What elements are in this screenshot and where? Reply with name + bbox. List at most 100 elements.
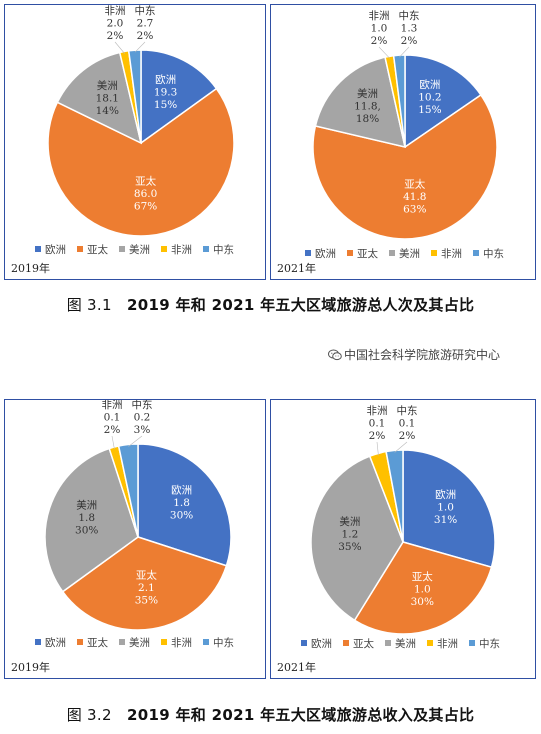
pie-chart-3: 欧洲1.830%亚太2.135%美洲1.830%非洲0.12%中东0.23%欧洲… (35, 400, 234, 649)
slice-percent-label: 63% (403, 203, 426, 215)
legend-label-非洲: 非洲 (171, 244, 192, 256)
caption-text: 2019 年和 2021 年五大区域旅游总人次及其占比 (127, 296, 475, 314)
slice-category-label: 美洲 (357, 87, 378, 100)
leader-line (111, 435, 115, 450)
legend-swatch-非洲 (161, 639, 167, 645)
pie-slices (44, 443, 232, 631)
slice-percent-label: 15% (418, 104, 441, 116)
legend: 欧洲 亚太 美洲 非洲 中东 (305, 247, 504, 260)
slice-category-label: 欧洲 (155, 74, 176, 86)
slice-percent-label: 3% (134, 424, 151, 436)
leader-line (378, 46, 390, 59)
slice-value-label: 41.8 (403, 191, 426, 203)
slice-percent-label: 2% (401, 35, 418, 47)
slice-percent-label: 2% (399, 430, 416, 442)
legend-label-亚太: 亚太 (353, 637, 374, 650)
slice-category-label: 中东 (397, 404, 418, 417)
legend-label-欧洲: 欧洲 (45, 244, 66, 256)
pie-panel-4: 欧洲 1.0 31% 亚太 1.0 30% 美洲 1.2 35% 非洲 0.1 2% 中东 0.1 2% 欧洲… (270, 399, 536, 679)
slice-value-label: 0.1 (399, 418, 416, 430)
slice-value-label: 1.8 (173, 497, 190, 509)
legend-swatch-欧洲 (301, 640, 307, 646)
slice-value-label: 1.8 (78, 512, 95, 524)
legend: 欧洲 亚太 美洲 非洲 中东 (35, 636, 234, 649)
pie-labels: 欧洲1.031%亚太1.030%美洲1.235%非洲0.12%中东0.12% (338, 404, 457, 608)
figure-caption-3-1: 图 3.1 2019 年和 2021 年五大区域旅游总人次及其占比 (0, 294, 541, 315)
leader-line (128, 435, 143, 447)
slice-category-label: 亚太 (135, 175, 156, 188)
slice-value-label: 18.1 (96, 92, 119, 104)
legend-label-欧洲: 欧洲 (315, 248, 336, 260)
pie-slice-亚太 (312, 93, 498, 240)
slice-percent-label: 2% (104, 424, 121, 436)
legend-swatch-亚太 (77, 639, 83, 645)
caption-label: 图 3.2 (66, 706, 112, 724)
wechat-icon (328, 349, 342, 361)
slice-value-label: 2.0 (107, 18, 124, 30)
caption-label: 图 3.1 (66, 296, 112, 314)
slice-value-label: 0.1 (369, 418, 386, 430)
pie-slice-美洲 (310, 455, 404, 622)
pie-slices (310, 449, 496, 635)
pie-slice-欧洲 (140, 49, 218, 145)
slice-category-label: 美洲 (339, 515, 360, 528)
legend-swatch-亚太 (77, 246, 83, 252)
pie-slice-中东 (385, 449, 404, 543)
legend-swatch-美洲 (389, 250, 395, 256)
leader-line (376, 441, 379, 456)
legend-label-中东: 中东 (479, 637, 500, 650)
legend-label-美洲: 美洲 (129, 636, 150, 649)
legend-swatch-中东 (203, 639, 209, 645)
slice-percent-label: 2% (137, 30, 154, 42)
pie-slice-欧洲 (137, 443, 232, 567)
leader-line (399, 46, 410, 58)
pie-slice-亚太 (47, 87, 235, 237)
slice-category-label: 非洲 (105, 5, 126, 17)
leader-line (134, 41, 146, 53)
pie-panel-3: 欧洲 1.8 30% 亚太 2.1 35% 美洲 1.8 30% 非洲 0.1 2% 中东 0.2 3% 欧洲… (4, 399, 266, 679)
legend-label-亚太: 亚太 (87, 243, 108, 256)
pie-labels: 欧洲1.830%亚太2.135%美洲1.830%非洲0.12%中东0.23% (75, 400, 193, 606)
slice-value-label: 19.3 (154, 87, 177, 99)
legend-swatch-中东 (469, 640, 475, 646)
year-label-4: 2021年 (277, 661, 316, 674)
legend-label-美洲: 美洲 (399, 247, 420, 260)
legend-swatch-中东 (203, 246, 209, 252)
slice-value-label: 2.7 (137, 18, 154, 30)
slice-value-label: 10.2 (418, 91, 441, 103)
legend-swatch-美洲 (385, 640, 391, 646)
slice-percent-label: 35% (338, 541, 361, 553)
legend: 欧洲 亚太 美洲 非洲 中东 (35, 243, 234, 256)
slice-value-label: 1.0 (437, 501, 454, 513)
legend-swatch-亚太 (343, 640, 349, 646)
slice-category-label: 亚太 (136, 568, 157, 581)
pie-slices (47, 49, 235, 237)
leader-line (394, 441, 408, 453)
legend-label-亚太: 亚太 (87, 636, 108, 649)
figure-caption-3-2: 图 3.2 2019 年和 2021 年五大区域旅游总收入及其占比 (0, 704, 541, 725)
legend-label-非洲: 非洲 (437, 638, 458, 650)
pie-chart-1: 欧洲19.315%亚太86.067%美洲18.114%非洲2.02%中东2.72… (35, 5, 235, 256)
slice-category-label: 亚太 (404, 177, 425, 190)
slice-value-label: 1.0 (371, 23, 388, 35)
legend-label-中东: 中东 (483, 247, 504, 260)
slice-category-label: 美洲 (97, 79, 118, 92)
pie-chart-4: 欧洲1.031%亚太1.030%美洲1.235%非洲0.12%中东0.12%欧洲… (301, 404, 500, 650)
slice-category-label: 欧洲 (419, 79, 440, 91)
slice-value-label: 1.0 (414, 583, 431, 595)
pie-slice-欧洲 (404, 54, 482, 149)
slice-percent-label: 30% (170, 509, 193, 521)
year-label-3: 2019年 (11, 661, 50, 674)
slice-percent-label: 18% (356, 113, 379, 125)
pie-slice-中东 (117, 443, 139, 538)
legend-swatch-非洲 (161, 246, 167, 252)
slice-percent-label: 2% (369, 430, 386, 442)
slice-category-label: 欧洲 (435, 489, 456, 501)
slice-category-label: 中东 (132, 400, 153, 411)
legend-label-非洲: 非洲 (441, 248, 462, 260)
slice-percent-label: 2% (107, 30, 124, 42)
legend-swatch-中东 (473, 250, 479, 256)
slice-percent-label: 67% (134, 201, 157, 213)
pie-labels: 欧洲19.315%亚太86.067%美洲18.114%非洲2.02%中东2.72… (96, 5, 178, 213)
leader-line (114, 41, 125, 54)
